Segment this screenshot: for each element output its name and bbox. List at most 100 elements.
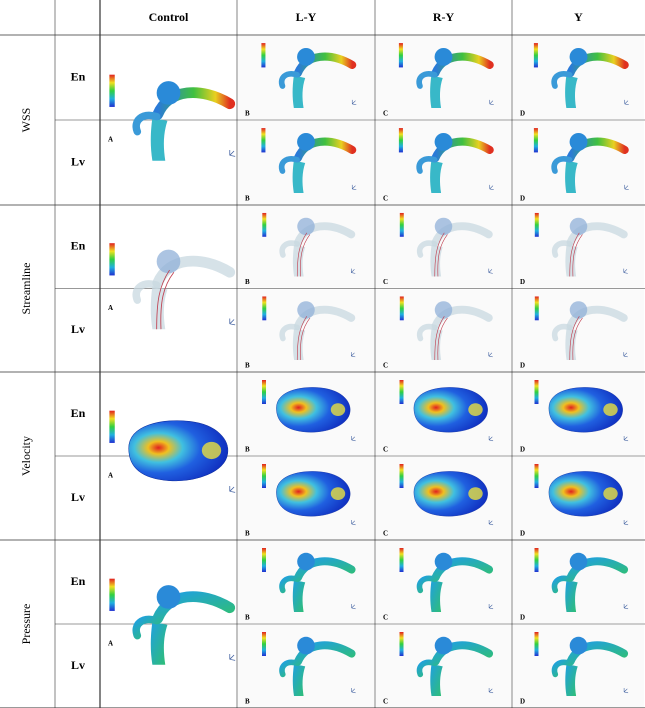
color-legend (535, 213, 539, 237)
panel-letter: B (245, 110, 250, 118)
color-legend (109, 411, 114, 443)
row-label: En (71, 69, 86, 83)
panel-letter: C (383, 278, 388, 286)
color-legend (262, 548, 266, 572)
axis-triad (230, 654, 235, 660)
aneurysm-dome (570, 133, 588, 151)
color-legend (109, 579, 114, 611)
velocity-spot (468, 487, 482, 500)
color-legend (399, 43, 403, 67)
group-label: Streamline (19, 263, 33, 315)
panel-letter: A (108, 640, 113, 648)
aneurysm-dome (435, 48, 453, 66)
aneurysm-dome (570, 553, 588, 571)
panel-letter: D (520, 530, 525, 538)
axis-triad (230, 486, 235, 492)
column-header: Control (149, 10, 189, 24)
color-legend (400, 296, 404, 320)
aneurysm-dome (157, 585, 181, 609)
row-label: Lv (71, 658, 85, 672)
color-legend (261, 128, 265, 152)
velocity-spot (603, 487, 617, 500)
vessel-trunk (151, 622, 168, 665)
aneurysm-dome (435, 553, 453, 571)
simulation-image (109, 579, 235, 665)
panel-letter: D (520, 446, 525, 454)
color-legend (400, 380, 404, 404)
group-label: WSS (19, 108, 33, 133)
row-label: En (71, 406, 86, 420)
row-label: Lv (71, 154, 85, 168)
axis-triad (230, 150, 235, 156)
velocity-spot (331, 487, 345, 500)
group-label: Velocity (19, 436, 33, 476)
velocity-spot (202, 442, 221, 459)
color-legend (534, 43, 538, 67)
aneurysm-dome (297, 637, 315, 655)
simulation-image (109, 411, 235, 493)
panel-letter: D (520, 110, 525, 118)
color-legend (400, 464, 404, 488)
color-legend (400, 548, 404, 572)
panel-letter: D (520, 195, 525, 203)
aneurysm-dome (157, 81, 181, 105)
aneurysm-dome (157, 250, 181, 274)
panel-letter: B (245, 278, 250, 286)
aneurysm-dome (570, 218, 587, 235)
color-legend (534, 128, 538, 152)
color-legend (262, 464, 266, 488)
aneurysm-dome (570, 301, 587, 318)
aneurysm-dome (297, 301, 314, 318)
vessel-trunk (151, 286, 168, 329)
velocity-spot (468, 403, 482, 416)
row-label: En (71, 574, 86, 588)
group-label: Pressure (19, 604, 33, 645)
color-legend (535, 632, 539, 656)
color-legend (262, 296, 266, 320)
column-header: Y (574, 10, 583, 24)
panel-letter: B (245, 530, 250, 538)
aneurysm-dome (297, 218, 314, 235)
aneurysm-dome (570, 48, 588, 66)
panel-letter: D (520, 362, 525, 370)
aneurysm-dome (297, 133, 315, 151)
velocity-spot (331, 403, 345, 416)
color-legend (261, 43, 265, 67)
aneurysm-dome (435, 133, 453, 151)
panel-letter: C (383, 362, 388, 370)
color-legend (262, 632, 266, 656)
color-legend (109, 243, 114, 275)
axis-triad (230, 318, 235, 324)
color-legend (262, 380, 266, 404)
aneurysm-dome (297, 48, 315, 66)
simulation-image (109, 75, 235, 161)
color-legend (262, 213, 266, 237)
panel-letter: D (520, 614, 525, 622)
color-legend (535, 464, 539, 488)
panel-letter: B (245, 446, 250, 454)
panel-letter: B (245, 698, 250, 706)
column-header: R-Y (433, 10, 455, 24)
column-header: L-Y (296, 10, 317, 24)
color-legend (535, 380, 539, 404)
aneurysm-dome (435, 218, 452, 235)
panel-letter: C (383, 698, 388, 706)
color-legend (109, 75, 114, 107)
panel-letter: A (108, 304, 113, 312)
panel-letter: A (108, 136, 113, 144)
panel-letter: A (108, 472, 113, 480)
color-legend (535, 548, 539, 572)
panel-letter: D (520, 278, 525, 286)
velocity-spot (603, 403, 617, 416)
vessel-trunk (151, 118, 168, 161)
panel-letter: C (383, 195, 388, 203)
color-legend (400, 213, 404, 237)
figure-grid: Control L-Y R-Y Y WSS En B C D Lv B C D A Streamline En… (0, 0, 645, 708)
aneurysm-dome (297, 553, 315, 571)
row-label: Lv (71, 322, 85, 336)
row-label: Lv (71, 490, 85, 504)
panel-letter: B (245, 195, 250, 203)
aneurysm-dome (570, 637, 588, 655)
panel-letter: C (383, 446, 388, 454)
panel-letter: B (245, 614, 250, 622)
